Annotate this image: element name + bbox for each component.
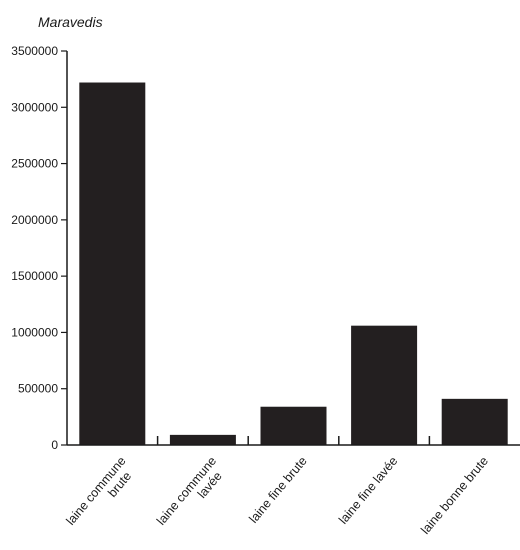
y-axis-unit-label: Maravedis — [38, 14, 103, 30]
bars — [79, 82, 508, 446]
y-tick-label: 1500000 — [11, 269, 58, 283]
y-tick-label: 2500000 — [11, 157, 58, 171]
bar — [260, 406, 327, 445]
y-tick-label: 3500000 — [11, 44, 58, 58]
y-tick-label: 2000000 — [11, 213, 58, 227]
x-axis-labels: laine communebrute laine communelavée lain… — [63, 454, 491, 537]
y-tick-label: 500000 — [18, 382, 58, 396]
x-tick-label: laine communebrute — [63, 454, 139, 537]
y-tick-label: 1000000 — [11, 325, 58, 339]
x-tick-label: laine bonne brute — [418, 454, 491, 537]
x-axis-ticks — [156, 436, 431, 445]
bar — [441, 398, 508, 445]
y-axis-ticks: 0 500000 1000000 1500000 2000000 2500000 30000… — [11, 44, 67, 452]
y-tick-label: 0 — [51, 438, 58, 452]
bar — [79, 82, 146, 446]
bar — [351, 325, 418, 445]
x-tick-label: laine communelavée — [154, 454, 230, 537]
x-tick-label: laine fine brute — [246, 454, 309, 526]
x-tick-label: laine fine lavée — [336, 454, 400, 527]
y-tick-label: 3000000 — [11, 100, 58, 114]
bar — [169, 434, 236, 445]
